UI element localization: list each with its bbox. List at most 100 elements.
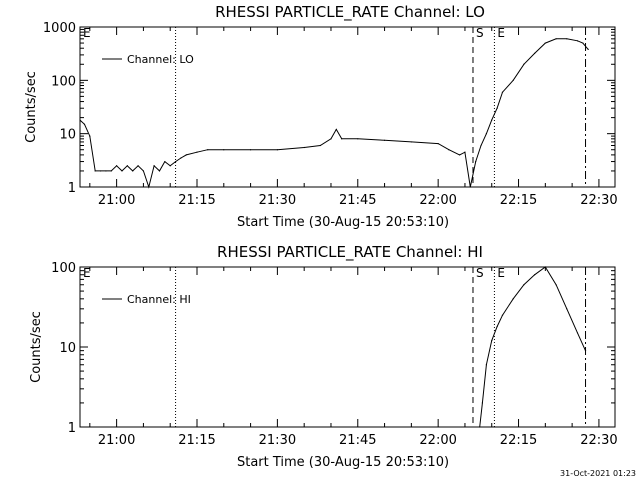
data-point [169, 165, 171, 167]
data-point [566, 308, 568, 310]
legend-label: Channel: HI [127, 293, 191, 306]
data-point [196, 151, 198, 153]
data-point [544, 42, 546, 44]
data-point [523, 63, 525, 65]
data-point [99, 170, 102, 172]
event-marker-label: E [497, 266, 505, 280]
x-tick-label: 22:00 [419, 433, 456, 448]
y-tick-label: 1000 [43, 21, 76, 36]
data-point [330, 138, 332, 140]
y-tick-label: 100 [51, 261, 76, 276]
plot-frame [79, 26, 616, 188]
event-marker-label: S [476, 266, 484, 280]
data-point [249, 149, 252, 151]
data-point [566, 38, 568, 40]
data-point [576, 332, 579, 334]
x-tick-label: 22:00 [419, 193, 456, 208]
data-point [148, 186, 150, 188]
x-axis-label-hi: Start Time (30-Aug-15 20:53:10) [237, 455, 449, 470]
data-point [479, 426, 481, 428]
data-point [555, 38, 557, 40]
data-point [276, 149, 278, 151]
data-point [491, 119, 493, 121]
series-line [479, 266, 586, 428]
data-point [357, 138, 359, 140]
data-point [480, 144, 482, 147]
x-tick-label: 21:30 [259, 433, 296, 448]
legend-label: Channel: LO [127, 53, 194, 66]
plot-frame [79, 266, 616, 428]
data-point [534, 52, 536, 54]
event-marker-label: E [83, 266, 91, 280]
data-point [485, 133, 487, 135]
y-tick-label: 10 [59, 341, 76, 356]
y-tick-label: 100 [51, 74, 76, 89]
data-point [126, 165, 128, 167]
x-tick-label: 21:15 [178, 433, 215, 448]
data-point [158, 170, 161, 172]
data-point [587, 48, 589, 51]
data-point [335, 128, 337, 131]
data-point [174, 160, 177, 163]
x-tick-label: 21:45 [339, 193, 376, 208]
y-axis-label-hi: Counts/sec [29, 311, 44, 383]
x-axis-label-lo: Start Time (30-Aug-15 20:53:10) [237, 215, 449, 230]
data-point [153, 165, 155, 167]
series-line [79, 38, 589, 189]
panel-lo: RHESSI PARTICLE_RATE Channel: LO Start T… [24, 3, 618, 230]
data-point [555, 284, 557, 286]
data-point [496, 325, 498, 328]
data-point [132, 170, 134, 172]
data-point [576, 40, 579, 42]
data-point [534, 274, 536, 276]
x-tick-label: 22:30 [580, 193, 617, 208]
generated-timestamp: 31-Oct-2021 01:23 [560, 469, 636, 478]
data-point [410, 141, 412, 143]
data-point [437, 143, 439, 145]
event-marker-label: E [83, 26, 91, 40]
x-tick-label: 21:15 [178, 193, 215, 208]
chart-title-hi: RHESSI PARTICLE_RATE Channel: HI [217, 243, 483, 262]
y-axis-label-lo: Counts/sec [24, 71, 39, 143]
x-tick-label: 21:45 [339, 433, 376, 448]
data-point [105, 170, 107, 172]
chart-title-lo: RHESSI PARTICLE_RATE Channel: LO [215, 3, 485, 22]
data-point [544, 266, 546, 268]
data-point [481, 402, 483, 404]
data-point [458, 154, 461, 156]
event-marker-label: S [476, 26, 484, 40]
data-point [496, 107, 498, 109]
data-point [185, 154, 187, 156]
event-marker-label: E [497, 26, 505, 40]
data-point [512, 298, 514, 300]
x-tick-label: 21:30 [259, 193, 296, 208]
data-point [464, 151, 466, 153]
data-point [83, 123, 86, 125]
data-point [137, 165, 139, 167]
data-point [512, 79, 514, 81]
x-tick-label: 22:30 [580, 433, 617, 448]
data-point [469, 186, 471, 188]
data-point [383, 139, 386, 141]
data-point [341, 138, 343, 140]
data-point [485, 364, 487, 366]
data-point [475, 160, 477, 163]
x-tick-label: 21:00 [98, 433, 135, 448]
data-point [223, 149, 225, 151]
data-point [89, 135, 91, 137]
x-tick-label: 22:15 [500, 433, 537, 448]
data-point [501, 91, 504, 93]
x-tick-label: 21:00 [98, 193, 135, 208]
data-point [582, 42, 584, 44]
data-point [303, 146, 305, 149]
data-point [110, 170, 112, 172]
data-point [319, 144, 321, 147]
panel-hi: RHESSI PARTICLE_RATE Channel: HI Start T… [29, 243, 618, 470]
data-point [448, 149, 450, 151]
data-point [523, 284, 525, 286]
data-point [94, 170, 96, 172]
data-point [491, 340, 493, 342]
data-point [116, 165, 118, 167]
